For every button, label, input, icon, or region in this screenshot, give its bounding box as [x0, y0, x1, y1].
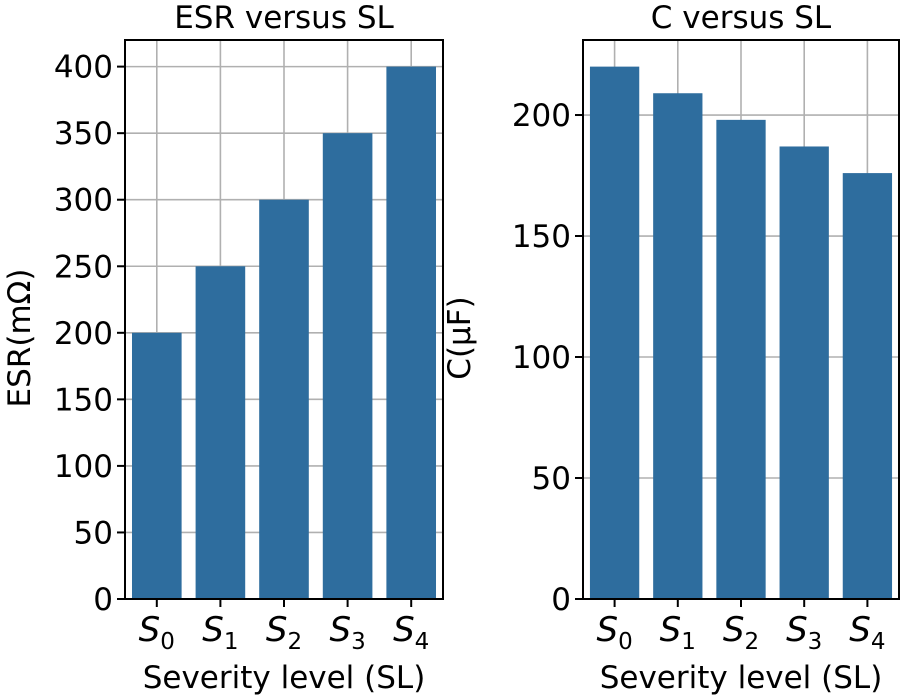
y-tick-label: 200: [54, 316, 113, 352]
x-tick-label: S0: [139, 610, 175, 655]
chart-capacitance: C versus SL C(µF) Severity level (SL) 0 5…: [442, 0, 900, 696]
category-subscript: 1: [681, 629, 696, 655]
category-subscript: 3: [808, 629, 823, 655]
x-tick-label: S4: [849, 610, 885, 655]
x-tick-label: S3: [329, 610, 365, 655]
x-axis-label: Severity level (SL): [143, 660, 426, 696]
x-tick-label: S1: [202, 610, 238, 655]
y-tick-label: 150: [54, 382, 113, 418]
bars: [131, 66, 437, 600]
bar: [131, 332, 182, 599]
category-subscript: 1: [224, 629, 239, 655]
y-tick-label: 250: [54, 249, 113, 285]
category-base: S: [393, 610, 415, 650]
plot-frame: [582, 39, 900, 600]
x-tick-label: S0: [596, 610, 632, 655]
category-base: S: [329, 610, 351, 650]
y-ticks: 0 50 100 150 200: [512, 98, 583, 618]
category-subscript: 4: [415, 629, 430, 655]
category-base: S: [849, 610, 871, 650]
y-tick-label: 200: [512, 98, 571, 134]
category-subscript: 2: [744, 629, 759, 655]
category-base: S: [786, 610, 808, 650]
bar: [716, 119, 766, 599]
chart-title: C versus SL: [651, 0, 832, 36]
category-subscript: 2: [287, 629, 302, 655]
category-base: S: [596, 610, 618, 650]
x-tick-labels: S0 S1 S2 S3 S4: [139, 599, 429, 655]
y-axis-label: C(µF): [442, 296, 478, 379]
bar: [195, 266, 246, 599]
x-tick-label: S3: [786, 610, 822, 655]
bar: [653, 93, 703, 599]
category-base: S: [202, 610, 224, 650]
category-base: S: [660, 610, 682, 650]
x-tick-label: S1: [660, 610, 696, 655]
y-tick-label: 0: [93, 582, 113, 618]
category-subscript: 0: [618, 629, 633, 655]
x-tick-label: S4: [393, 610, 429, 655]
y-tick-label: 0: [551, 582, 571, 618]
category-subscript: 3: [351, 629, 366, 655]
x-tick-label: S2: [266, 610, 302, 655]
bar: [322, 133, 373, 599]
y-tick-label: 50: [74, 515, 113, 551]
y-ticks: 0 50 100 150 200 250 300 350 400: [54, 50, 125, 618]
y-tick-label: 100: [54, 449, 113, 485]
category-base: S: [139, 610, 161, 650]
category-subscript: 4: [871, 629, 886, 655]
category-base: S: [266, 610, 288, 650]
y-tick-label: 400: [54, 50, 113, 86]
y-tick-label: 50: [532, 461, 571, 497]
y-tick-label: 350: [54, 116, 113, 152]
plot-frame: [124, 39, 444, 600]
y-axis-label: ESR(mΩ): [2, 269, 38, 408]
bar: [842, 173, 893, 599]
x-axis-label: Severity level (SL): [600, 660, 883, 696]
category-base: S: [723, 610, 745, 650]
y-tick-label: 150: [512, 219, 571, 255]
bar: [779, 146, 829, 599]
chart-title: ESR versus SL: [174, 0, 394, 36]
x-tick-labels: S0 S1 S2 S3 S4: [596, 599, 886, 655]
x-tick-label: S2: [723, 610, 759, 655]
bar: [386, 66, 437, 600]
category-subscript: 0: [160, 629, 175, 655]
bar: [589, 66, 640, 600]
bars: [589, 66, 893, 600]
chart-esr: ESR versus SL ESR(mΩ) Severity level (SL…: [2, 0, 444, 696]
y-tick-label: 300: [54, 183, 113, 219]
bar: [259, 199, 309, 599]
y-tick-label: 100: [512, 340, 571, 376]
